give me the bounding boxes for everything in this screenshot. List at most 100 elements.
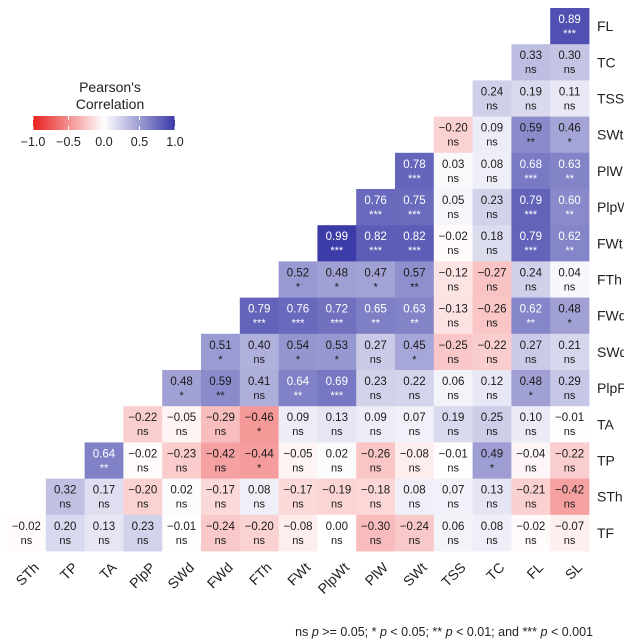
cell-fill: [472, 80, 512, 117]
cell-fill: [356, 406, 396, 443]
cell-significance: *: [490, 462, 495, 474]
heatmap-cell: 0.13 ns: [317, 406, 357, 443]
cell-significance: ns: [525, 100, 537, 112]
cell-value: 0.06: [442, 521, 464, 533]
cell-significance: ns: [253, 390, 265, 402]
cell-value: 0.08: [248, 485, 270, 497]
column-label: PlpP: [126, 559, 158, 591]
cell-fill: [356, 442, 396, 479]
cell-value: 0.48: [170, 376, 192, 388]
cell-value: −0.20: [439, 123, 468, 135]
cell-significance: *: [529, 390, 534, 402]
cell-fill: [472, 442, 512, 479]
heatmap-cell: 0.30 ns: [550, 44, 590, 81]
cell-value: 0.54: [287, 340, 310, 352]
legend-ticks: −1.0 −0.5 0.0 0.5 1.0: [21, 116, 184, 149]
heatmap-cell: −0.24 ns: [395, 514, 435, 552]
heatmap-cell: 0.20 ns: [45, 514, 85, 552]
cell-fill: [472, 370, 512, 407]
cell-value: −0.18: [361, 485, 390, 497]
cell-significance: ns: [564, 354, 576, 366]
cell-fill: [84, 442, 124, 479]
cell-significance: *: [296, 281, 301, 293]
heatmap-cell: 0.51 *: [201, 333, 241, 371]
heatmap-cell: −0.20 ns: [239, 514, 279, 552]
cell-significance: ns: [331, 535, 343, 547]
cell-value: 0.64: [93, 448, 116, 460]
cell-value: 0.82: [364, 231, 386, 243]
heatmap-cell: 0.09 ns: [472, 116, 512, 154]
cell-fill: [511, 189, 551, 226]
cell-significance: ns: [486, 318, 498, 330]
cell-fill: [278, 297, 318, 335]
cell-significance: ns: [253, 354, 265, 366]
heatmap-cell: −0.05 ns: [278, 442, 318, 479]
cell-significance: ns: [370, 354, 382, 366]
significance-footnote: ns p >= 0.05; * p < 0.05; ** p < 0.01; a…: [295, 625, 593, 639]
cell-value: 0.79: [248, 304, 270, 316]
cell-value: 0.00: [326, 521, 348, 533]
cell-fill: [433, 478, 473, 516]
cell-fill: [356, 370, 396, 407]
cell-fill: [278, 442, 318, 479]
cell-fill: [317, 297, 357, 335]
heatmap-cell: −0.22 ns: [123, 406, 163, 443]
cell-fill: [317, 478, 357, 516]
cell-significance: ns: [292, 499, 304, 511]
heatmap-cell: −0.01 ns: [550, 406, 590, 443]
heatmap-cell: 0.48 *: [317, 261, 357, 298]
cell-value: 0.06: [442, 376, 464, 388]
cell-significance: ns: [486, 281, 498, 293]
cell-fill: [550, 333, 590, 371]
cell-significance: *: [218, 354, 223, 366]
heatmap-cell: 0.08 ns: [395, 478, 435, 516]
cell-significance: **: [527, 318, 536, 330]
heatmap-cell: 0.08 ns: [239, 478, 279, 516]
cell-value: 0.18: [481, 231, 503, 243]
cell-significance: ***: [330, 318, 344, 330]
heatmap-cell: −0.13 ns: [433, 297, 473, 335]
heatmap-cell: 0.40 ns: [239, 333, 279, 371]
cell-fill: [123, 406, 163, 443]
cell-value: −0.27: [477, 267, 506, 279]
heatmap-cell: −0.02 ns: [123, 442, 163, 479]
cell-fill: [123, 442, 163, 479]
cell-fill: [550, 297, 590, 335]
heatmap-cell: −0.02 ns: [7, 514, 47, 552]
legend-tick-label: −0.5: [56, 135, 81, 149]
cell-significance: ns: [331, 462, 343, 474]
cell-value: 0.23: [364, 376, 386, 388]
cell-fill: [550, 478, 590, 516]
heatmap-cell: −0.23 ns: [162, 442, 202, 479]
cell-value: 0.68: [520, 159, 542, 171]
heatmap-cell: −0.19 ns: [317, 478, 357, 516]
cell-fill: [395, 478, 435, 516]
heatmap-cell: 0.79 ***: [511, 225, 551, 262]
cell-fill: [511, 116, 551, 154]
heatmap-cell: 0.72 ***: [317, 297, 357, 335]
cell-significance: ns: [564, 64, 576, 76]
cell-value: −0.30: [361, 521, 390, 533]
cell-value: 0.51: [209, 340, 231, 352]
cell-fill: [395, 261, 435, 298]
cell-value: −0.42: [555, 485, 584, 497]
cell-significance: ns: [215, 426, 227, 438]
cell-significance: ns: [409, 390, 421, 402]
cell-significance: ***: [408, 245, 422, 257]
color-legend: Pearson's Correlation −1.0 −0.5 0.0 0.5 1.0: [21, 79, 184, 149]
cell-fill: [511, 297, 551, 335]
cell-fill: [550, 44, 590, 81]
heatmap-cell: 0.46 *: [550, 116, 590, 154]
row-label: SWd: [597, 344, 624, 360]
cell-fill: [278, 406, 318, 443]
row-label: TA: [597, 416, 615, 432]
cell-value: 0.59: [520, 123, 542, 135]
heatmap-cell: 0.99 ***: [317, 225, 357, 262]
heatmap-cell: −0.02 ns: [433, 225, 473, 262]
footnote-italic: p: [311, 625, 319, 639]
heatmap-cell: 0.60 **: [550, 189, 590, 226]
cell-significance: ns: [564, 535, 576, 547]
cell-significance: ns: [176, 499, 188, 511]
cell-value: 0.20: [54, 521, 76, 533]
